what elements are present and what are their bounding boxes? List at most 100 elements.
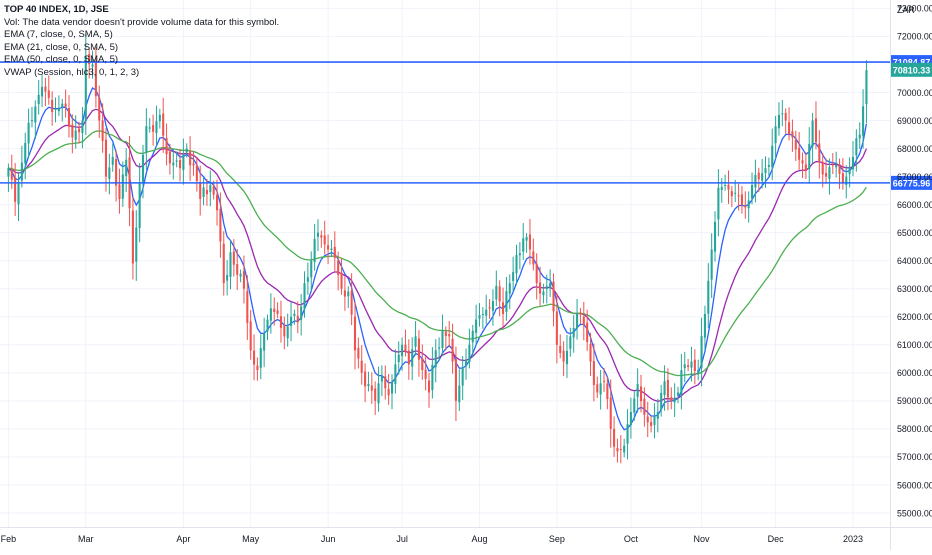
candle-body bbox=[778, 115, 780, 128]
candle-body bbox=[586, 323, 588, 342]
candle-body bbox=[229, 252, 231, 277]
time-tick-label: Sep bbox=[549, 534, 565, 544]
candle-body bbox=[344, 290, 346, 296]
candle-body bbox=[701, 336, 703, 368]
candle-body bbox=[744, 205, 746, 207]
candle-body bbox=[263, 334, 265, 351]
candle-body bbox=[186, 149, 188, 153]
candle-body bbox=[68, 108, 70, 127]
price-tick-label: 68000.00 bbox=[897, 144, 932, 154]
candle-body bbox=[616, 448, 618, 451]
candle-body bbox=[115, 159, 117, 186]
legend-ema7[interactable]: EMA (7, close, 0, SMA, 5) bbox=[4, 29, 279, 42]
candle-body bbox=[152, 125, 154, 132]
candle-body bbox=[606, 384, 608, 400]
time-tick-label: Mar bbox=[78, 534, 94, 544]
candle-body bbox=[788, 122, 790, 133]
candle-body bbox=[761, 173, 763, 181]
candle-body bbox=[579, 312, 581, 314]
candle-body bbox=[502, 302, 504, 314]
candle-body bbox=[21, 162, 23, 180]
candle-body bbox=[653, 417, 655, 425]
candle-body bbox=[351, 291, 353, 315]
time-tick-label: Dec bbox=[768, 534, 785, 544]
candle-body bbox=[569, 336, 571, 348]
price-tick-label: 64000.00 bbox=[897, 256, 932, 266]
candle-body bbox=[330, 249, 332, 250]
candle-body bbox=[468, 345, 470, 362]
candle-body bbox=[44, 87, 46, 92]
candle-body bbox=[690, 362, 692, 368]
candle-body bbox=[620, 449, 622, 450]
candle-body bbox=[320, 235, 322, 237]
candle-body bbox=[159, 115, 161, 121]
candle-body bbox=[155, 121, 157, 133]
candle-body bbox=[7, 168, 9, 176]
candle-body bbox=[539, 282, 541, 293]
candle-body bbox=[213, 186, 215, 194]
candle-body bbox=[347, 292, 349, 297]
candle-body bbox=[11, 170, 13, 180]
candle-body bbox=[838, 164, 840, 174]
candle-body bbox=[633, 399, 635, 413]
candle-body bbox=[105, 140, 107, 177]
candle-body bbox=[536, 264, 538, 283]
candle-body bbox=[108, 167, 110, 178]
legend-ema21[interactable]: EMA (21, close, 0, SMA, 5) bbox=[4, 42, 279, 55]
candle-body bbox=[549, 283, 551, 288]
candle-body bbox=[583, 317, 585, 325]
candle-body bbox=[172, 163, 174, 166]
legend-vwap[interactable]: VWAP (Session, hlc3, 0, 1, 2, 3) bbox=[4, 67, 279, 80]
candles bbox=[7, 34, 867, 464]
candle-body bbox=[327, 245, 329, 249]
candle-body bbox=[748, 201, 750, 209]
candle-body bbox=[314, 239, 316, 262]
candle-body bbox=[472, 331, 474, 342]
candle-body bbox=[441, 331, 443, 348]
candle-body bbox=[677, 392, 679, 395]
candle-body bbox=[256, 366, 258, 370]
time-tick-label: Feb bbox=[1, 534, 17, 544]
candle-body bbox=[694, 360, 696, 371]
candle-body bbox=[337, 260, 339, 275]
candle-body bbox=[182, 155, 184, 170]
candle-body bbox=[660, 393, 662, 410]
candle-body bbox=[169, 152, 171, 164]
candle-body bbox=[216, 195, 218, 210]
candle-body bbox=[24, 143, 26, 163]
candle-body bbox=[425, 370, 427, 379]
candle-body bbox=[378, 383, 380, 403]
candle-body bbox=[610, 398, 612, 429]
candle-body bbox=[189, 151, 191, 165]
candle-body bbox=[236, 264, 238, 275]
candle-body bbox=[724, 185, 726, 186]
candle-body bbox=[542, 292, 544, 296]
price-axis[interactable]: 71084.8766775.9670810.3355000.0056000.00… bbox=[891, 0, 932, 550]
time-tick-label: Jul bbox=[396, 534, 408, 544]
chart-title: TOP 40 INDEX, 1D, JSE bbox=[4, 4, 279, 17]
candle-body bbox=[364, 372, 366, 387]
candle-body bbox=[559, 346, 561, 353]
candle-body bbox=[808, 144, 810, 169]
candle-body bbox=[250, 321, 252, 350]
candle-body bbox=[758, 173, 760, 180]
candle-body bbox=[489, 307, 491, 308]
candle-body bbox=[283, 325, 285, 336]
candle-body bbox=[253, 351, 255, 365]
legend-ema50[interactable]: EMA (50, close, 0, SMA, 5) bbox=[4, 54, 279, 67]
candle-body bbox=[862, 106, 864, 135]
candle-body bbox=[65, 104, 67, 107]
candle-body bbox=[199, 182, 201, 199]
candle-body bbox=[795, 140, 797, 150]
candle-body bbox=[411, 349, 413, 366]
candle-body bbox=[401, 345, 403, 356]
candle-body bbox=[260, 348, 262, 368]
candle-body bbox=[832, 165, 834, 166]
candle-body bbox=[623, 446, 625, 453]
horizontal-levels[interactable] bbox=[0, 62, 890, 183]
candle-body bbox=[48, 90, 50, 97]
candle-body bbox=[852, 157, 854, 169]
